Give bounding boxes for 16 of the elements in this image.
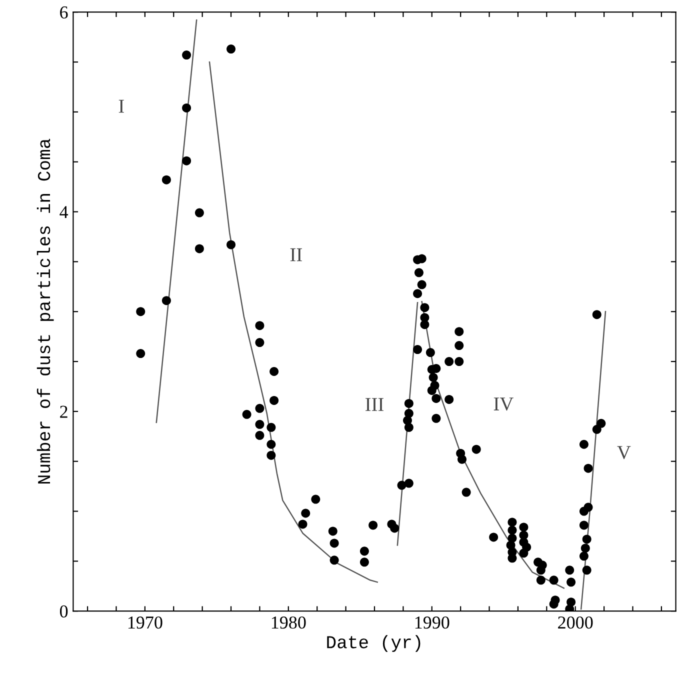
annotation: III (365, 398, 384, 411)
annotation: IV (494, 398, 514, 411)
line-series (421, 300, 565, 589)
y-tick-label: 2 (60, 406, 68, 418)
x-tick-label: 1970 (128, 616, 162, 629)
annotation: I (118, 100, 124, 113)
x-tick-label: 2000 (558, 616, 593, 629)
x-tick-label: 1990 (415, 616, 450, 629)
annotation: II (290, 248, 302, 262)
y-tick-label: 4 (60, 206, 68, 218)
x-tick-label: 1980 (272, 616, 306, 629)
x-axis-title: Date (yr) (327, 635, 420, 652)
y-tick-label: 6 (60, 6, 68, 19)
y-tick-label: 0 (60, 605, 68, 618)
y-axis-title: Number of dust particles in Coma (36, 138, 54, 484)
annotation: V (617, 446, 631, 460)
